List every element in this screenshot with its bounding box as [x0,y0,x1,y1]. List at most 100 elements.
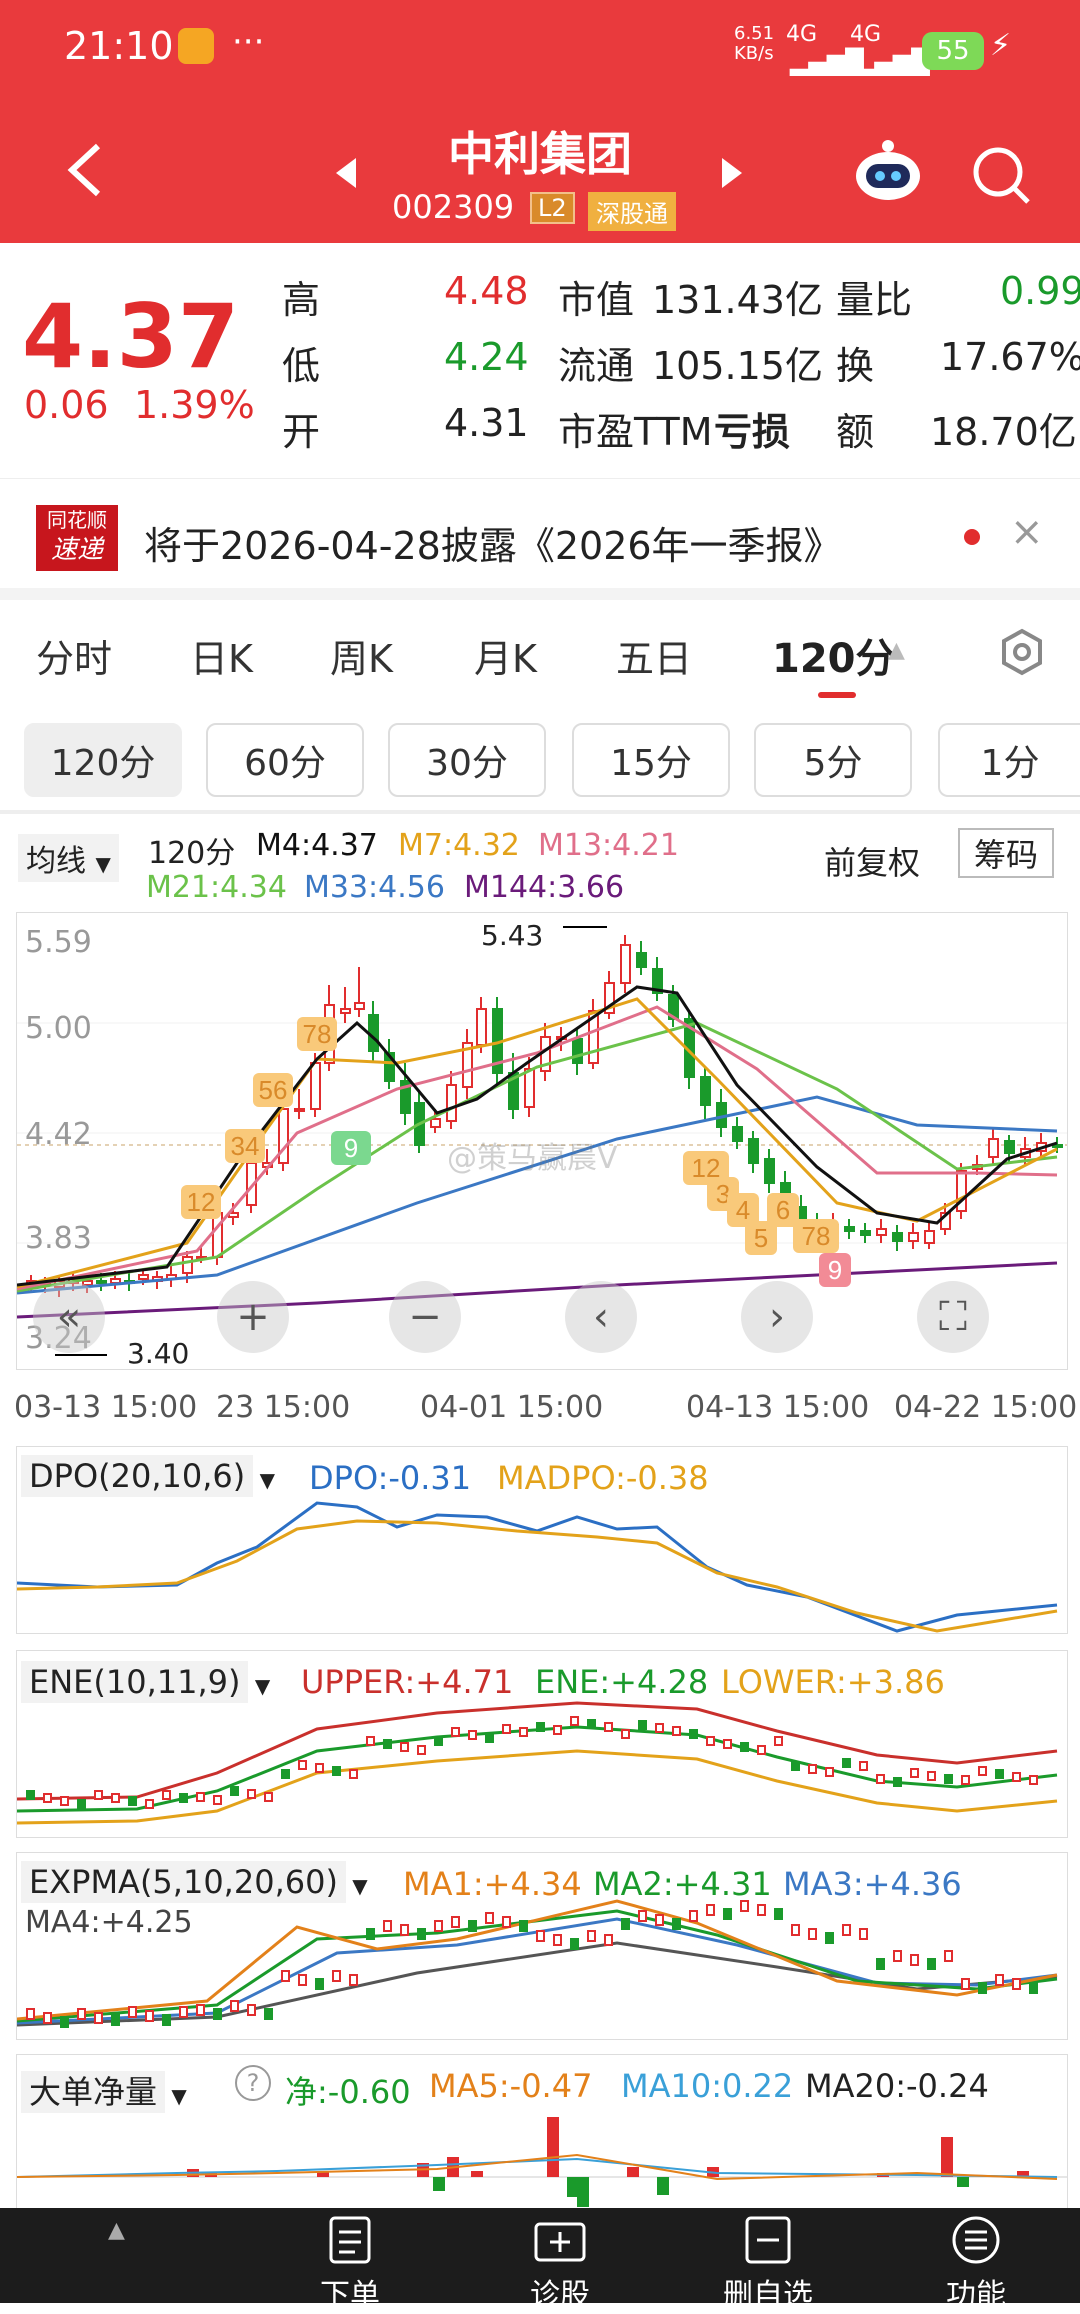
ene-candle [162,1790,171,1800]
dropdown-icon: ▼ [253,1468,275,1492]
big-order-panel[interactable]: 大单净量 ▼ ? 净:-0.60 MA5:-0.47 MA10:0.22 MA2… [16,2054,1068,2208]
sequence-up-label: 9 [344,1133,358,1163]
sequence-down-marker: 78 [793,1219,839,1253]
sequence-down-label: 5 [754,1223,768,1253]
expma-ma1-line [17,1899,1058,2021]
expma-candle [655,1914,664,1926]
expma-panel[interactable]: EXPMA(5,10,20,60) ▼ MA1:+4.34 MA2:+4.31 … [16,1852,1068,2040]
big-order-indicator-select[interactable]: 大单净量 ▼ [21,2067,187,2113]
tab-daily-k[interactable]: 日K [190,637,253,681]
tab-five-day[interactable]: 五日 [616,637,693,681]
order-label: 下单 [320,2278,380,2313]
pill-5min[interactable]: 5分 [754,723,912,797]
price-change: 0.06 [24,383,109,427]
ene-panel[interactable]: ENE(10,11,9) ▼ UPPER:+4.71 ENE:+4.28 LOW… [16,1650,1068,1838]
ma-period: 120分 [148,836,236,871]
candle-body [476,1008,487,1046]
sequence-marker-bg [793,1219,839,1253]
dpo-indicator-select[interactable]: DPO(20,10,6) ▼ [21,1455,275,1497]
expma-candle [791,1924,800,1936]
ene-candle [553,1725,562,1735]
y-tick-5: 3.24 [25,1321,92,1356]
ma-line-m144 [17,1261,1058,1319]
tab-120min[interactable]: 120分 [772,636,896,682]
earnings-notice[interactable]: 同花顺 速递 将于2026-04-28披露《2026年一季报》 × [0,478,1080,588]
remove-watchlist-button[interactable]: 删自选 [708,2208,828,2313]
prev-stock-icon[interactable] [332,156,360,194]
ene-mid-value: ENE:+4.28 [535,1663,709,1701]
pill-1min[interactable]: 1分 [938,723,1080,797]
tab-monthly-k[interactable]: 月K [474,637,537,681]
candle-body [876,1228,887,1236]
status-bar: 21:10 ··· 6.51 KB/s 4G 4G ▂▄▆█ ▂▄▆█ 55 ⚡ [0,0,1080,100]
net-volume-bar [957,2177,969,2187]
ene-candle [468,1730,477,1740]
expma-candle [927,1958,936,1970]
sequence-marker-bg [819,1253,851,1287]
settings-icon[interactable] [998,628,1046,680]
sequence-marker-bg [225,1129,265,1163]
expma-ma2-value: MA2:+4.31 [593,1865,772,1903]
close-icon[interactable]: × [1010,509,1044,555]
next-stock-icon[interactable] [718,156,746,194]
expma-indicator-select[interactable]: EXPMA(5,10,20,60) ▼ [21,1861,368,1903]
zoom-out-left-icon[interactable]: « [33,1281,105,1353]
ene-candle [281,1769,290,1779]
notice-text: 将于2026-04-28披露《2026年一季报》 [144,524,842,568]
sequence-down-label: 78 [802,1221,831,1251]
ene-name: ENE(10,11,9) [21,1661,249,1703]
ene-candle [43,1793,52,1803]
function-button[interactable]: 功能 [916,2208,1036,2313]
pill-30min[interactable]: 30分 [388,723,546,797]
kline-chart[interactable]: 12 34 56 78 9 12 3 4 5 6 78 9 5.59 5.00 4.42 3.83 3… [16,912,1068,1370]
scroll-left-icon[interactable]: ‹ [565,1281,637,1353]
ene-candle [383,1739,392,1749]
tab-weekly-k[interactable]: 周K [330,637,393,681]
zoom-in-icon[interactable]: + [217,1281,289,1353]
expma-candle [366,1928,375,1940]
ddjl-ma20-value: MA20:-0.24 [805,2067,989,2105]
diagnose-button[interactable]: 诊股 [500,2208,620,2313]
sequence-up-label: 12 [187,1187,216,1217]
robot-assistant-icon[interactable] [852,138,924,206]
ene-candle [978,1766,987,1776]
ene-candle [570,1716,579,1726]
zoom-out-icon[interactable]: − [389,1281,461,1353]
pill-120min[interactable]: 120分 [24,723,182,797]
ma-type-select[interactable]: 均线 ▼ [18,834,119,882]
divider [0,588,1080,600]
pill-15min[interactable]: 15分 [572,723,730,797]
pill-60min[interactable]: 60分 [206,723,364,797]
ene-candle [332,1766,341,1776]
fullscreen-icon[interactable]: ⛶ [917,1281,989,1353]
ene-candle [859,1761,868,1771]
tab-intraday[interactable]: 分时 [36,637,113,681]
ma-m21: M21:4.34 [146,870,287,905]
ene-indicator-select[interactable]: ENE(10,11,9) ▼ [21,1661,270,1703]
scroll-right-icon[interactable]: › [741,1281,813,1353]
sequence-up-marker: 78 [297,1017,337,1051]
chip-distribution-button[interactable]: 筹码 [958,828,1055,878]
candle-body [96,1280,107,1284]
net-volume-bar [433,2177,445,2191]
candle-body [430,1118,441,1128]
battery-icon: 55 [922,32,984,70]
expma-candle [910,1954,919,1966]
search-icon[interactable] [970,144,1034,212]
help-icon[interactable]: ? [235,2065,271,2101]
expand-up-icon[interactable]: ▲ [108,2218,125,2243]
net-volume-bar [317,2171,329,2177]
dpo-panel[interactable]: DPO(20,10,6) ▼ DPO:-0.31 MADPO:-0.38 [16,1446,1068,1634]
amount-value: 18.70亿 [930,410,1077,454]
net-volume-bar [1017,2171,1029,2177]
fuquan-select[interactable]: 前复权 [824,844,921,882]
order-button[interactable]: 下单 [290,2208,410,2313]
back-icon[interactable] [62,140,110,200]
expma-candle [502,1916,511,1928]
candle-body [908,1232,919,1242]
expma-canvas [17,1899,1058,2028]
ene-candle [128,1796,137,1806]
y-tick-4: 3.83 [25,1221,92,1256]
bottom-toolbar: ▲ 下单 诊股 删自选 功能 [0,2208,1080,2313]
expma-candle [485,1912,494,1924]
